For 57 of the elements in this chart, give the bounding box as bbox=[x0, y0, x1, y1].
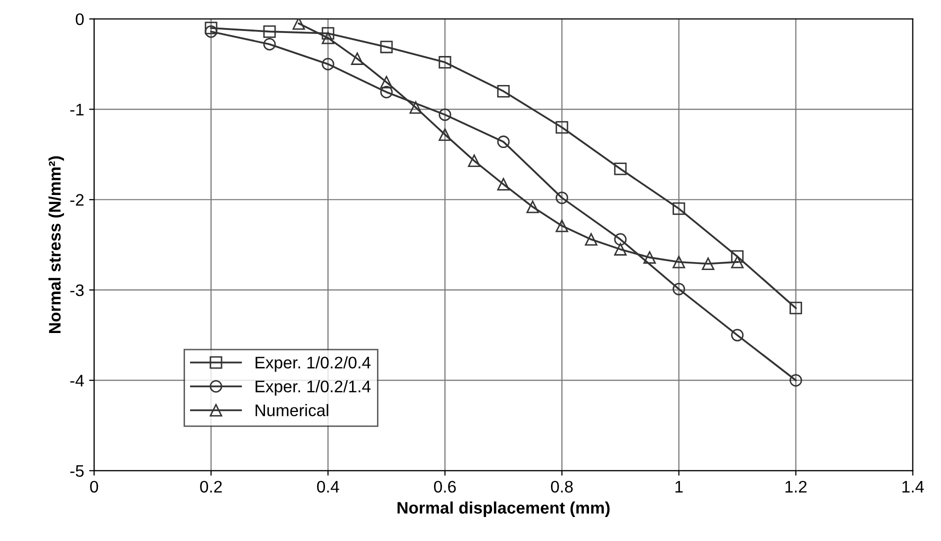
x-tick-label: 1 bbox=[676, 481, 683, 492]
point bbox=[731, 256, 744, 268]
point bbox=[263, 25, 276, 38]
point bbox=[790, 302, 802, 314]
point bbox=[468, 154, 480, 168]
y-tick-label: -1 bbox=[70, 104, 84, 116]
point bbox=[497, 136, 510, 148]
point bbox=[731, 250, 744, 263]
y-tick-label: -3 bbox=[70, 284, 84, 296]
x-tick-label: 0.8 bbox=[550, 480, 573, 493]
point bbox=[672, 256, 686, 268]
x-tick-label: 0.6 bbox=[434, 480, 456, 493]
legend-label: Exper. 1/0.2/0.4 bbox=[256, 356, 371, 372]
point bbox=[556, 121, 568, 134]
point bbox=[204, 25, 218, 38]
point bbox=[614, 233, 627, 246]
point bbox=[263, 38, 276, 50]
point bbox=[350, 52, 364, 65]
point bbox=[380, 40, 393, 54]
x-tick-label: 1.2 bbox=[786, 480, 807, 492]
x-tick-label: 0 bbox=[90, 480, 98, 493]
legend-label: Exper. 1/0.2/1.4 bbox=[256, 380, 371, 396]
y-tick-label: -2 bbox=[70, 194, 84, 206]
point bbox=[322, 27, 334, 40]
point bbox=[438, 108, 452, 121]
point bbox=[322, 58, 334, 70]
point bbox=[438, 56, 452, 69]
point bbox=[556, 220, 568, 232]
x-tick-label: 0.4 bbox=[317, 480, 340, 493]
point bbox=[702, 258, 714, 270]
x-tick-label: 0.2 bbox=[200, 480, 222, 493]
y-tick-label: -5 bbox=[70, 465, 84, 477]
point bbox=[672, 202, 686, 215]
point bbox=[380, 86, 393, 98]
point bbox=[643, 251, 656, 264]
point bbox=[614, 243, 627, 256]
point bbox=[322, 32, 334, 44]
point bbox=[731, 328, 744, 342]
x-axis-title: Normal displacement (mm) bbox=[398, 501, 610, 518]
point bbox=[292, 18, 306, 30]
point bbox=[497, 178, 510, 191]
point bbox=[204, 22, 218, 34]
y-tick-label: 0 bbox=[76, 13, 84, 26]
point bbox=[672, 282, 686, 296]
legend-label: Numerical bbox=[256, 404, 328, 416]
point bbox=[556, 192, 568, 204]
y-axis-title: Normal stress (N/mm²) bbox=[48, 156, 64, 334]
point bbox=[438, 128, 452, 141]
point bbox=[380, 76, 393, 88]
point bbox=[614, 162, 627, 176]
point bbox=[409, 101, 422, 114]
x-tick-label: 1.4 bbox=[902, 481, 924, 492]
point bbox=[790, 374, 802, 387]
point bbox=[584, 233, 598, 246]
y-tick-label: -4 bbox=[70, 374, 84, 386]
point bbox=[497, 84, 510, 98]
point bbox=[526, 200, 539, 214]
